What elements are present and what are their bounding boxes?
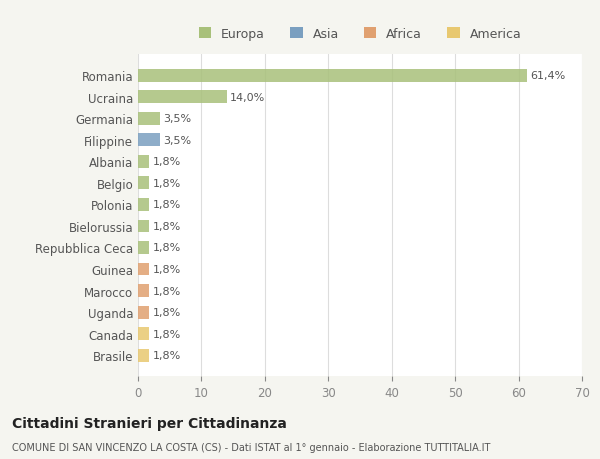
Bar <box>138 134 160 147</box>
Text: 61,4%: 61,4% <box>530 71 566 81</box>
Text: COMUNE DI SAN VINCENZO LA COSTA (CS) - Dati ISTAT al 1° gennaio - Elaborazione T: COMUNE DI SAN VINCENZO LA COSTA (CS) - D… <box>12 442 490 452</box>
Text: 1,8%: 1,8% <box>152 286 181 296</box>
Bar <box>138 285 149 297</box>
Text: 1,8%: 1,8% <box>152 264 181 274</box>
Bar <box>138 349 149 362</box>
Text: 1,8%: 1,8% <box>152 222 181 231</box>
Text: 3,5%: 3,5% <box>163 135 191 146</box>
Text: 3,5%: 3,5% <box>163 114 191 124</box>
Text: 1,8%: 1,8% <box>152 308 181 317</box>
Text: 1,8%: 1,8% <box>152 329 181 339</box>
Bar <box>138 220 149 233</box>
Bar <box>138 241 149 254</box>
Bar <box>138 263 149 276</box>
Bar <box>138 306 149 319</box>
Bar <box>138 70 527 83</box>
Bar <box>138 91 227 104</box>
Legend: Europa, Asia, Africa, America: Europa, Asia, Africa, America <box>194 23 526 46</box>
Text: 1,8%: 1,8% <box>152 157 181 167</box>
Bar <box>138 177 149 190</box>
Bar <box>138 112 160 125</box>
Text: 1,8%: 1,8% <box>152 350 181 360</box>
Bar <box>138 327 149 340</box>
Text: Cittadini Stranieri per Cittadinanza: Cittadini Stranieri per Cittadinanza <box>12 416 287 430</box>
Bar <box>138 199 149 212</box>
Bar <box>138 156 149 168</box>
Text: 1,8%: 1,8% <box>152 179 181 189</box>
Text: 1,8%: 1,8% <box>152 243 181 253</box>
Text: 14,0%: 14,0% <box>230 93 265 103</box>
Text: 1,8%: 1,8% <box>152 200 181 210</box>
